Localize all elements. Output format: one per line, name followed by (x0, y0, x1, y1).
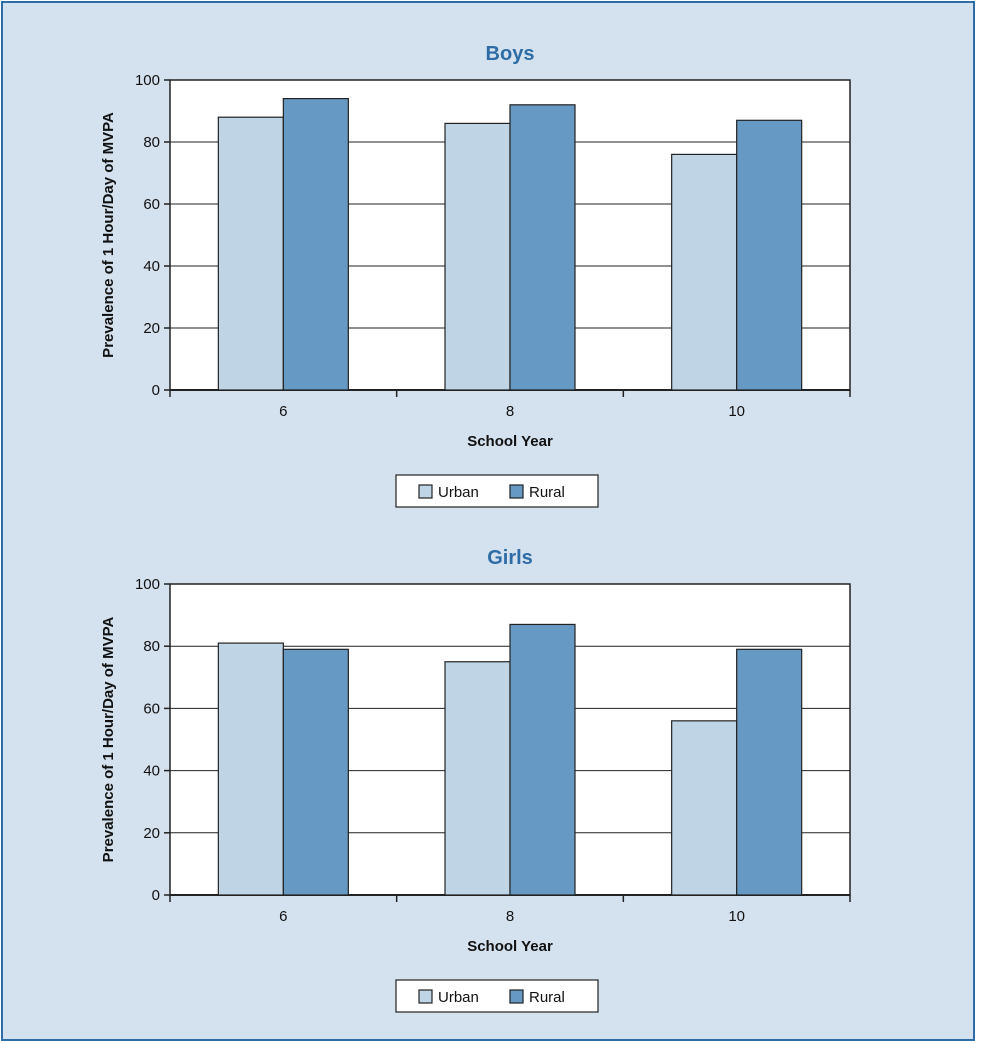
bar-urban-8 (444, 661, 511, 896)
chart-title: Girls (487, 547, 533, 569)
y-tick-label: 60 (143, 196, 160, 213)
bar-rural-6 (282, 97, 349, 391)
bar-urban-10 (671, 720, 738, 896)
bar-urban-6 (217, 116, 284, 391)
legend-swatch-rural (509, 484, 524, 499)
chart-boys: Boys 0 20 40 60 80 100 6 8 10 School Year Prevalenc… (100, 43, 851, 508)
y-axis-label: Prevalence of 1 Hour/Day of MVPA (100, 617, 117, 863)
legend: Urban Rural (395, 979, 599, 1013)
y-tick-label: 40 (143, 763, 160, 780)
x-tick-label: 6 (279, 908, 287, 925)
legend-label-rural: Rural (529, 989, 565, 1006)
bar-urban-10 (671, 153, 738, 391)
chart-title: Boys (486, 43, 535, 65)
legend-swatch-rural (509, 989, 524, 1004)
y-tick-label: 100 (135, 576, 160, 593)
bar-rural-8 (509, 104, 576, 391)
legend-label-urban: Urban (438, 484, 479, 501)
bar-rural-10 (736, 648, 803, 896)
x-axis-label: School Year (467, 433, 553, 450)
y-axis-label: Prevalence of 1 Hour/Day of MVPA (100, 112, 117, 358)
y-tick-label: 0 (152, 887, 160, 904)
bar-rural-8 (509, 623, 576, 896)
y-tick-label: 80 (143, 638, 160, 655)
legend-swatch-urban (418, 989, 433, 1004)
y-tick-label: 100 (135, 72, 160, 89)
bar-rural-10 (736, 119, 803, 391)
legend-swatch-urban (418, 484, 433, 499)
y-tick-label: 0 (152, 382, 160, 399)
legend-label-rural: Rural (529, 484, 565, 501)
bar-rural-6 (282, 648, 349, 896)
x-axis-label: School Year (467, 938, 553, 955)
x-tick-label: 6 (279, 403, 287, 420)
bar-urban-6 (217, 642, 284, 896)
y-tick-label: 20 (143, 825, 160, 842)
chart-girls: Girls 0 20 40 60 80 100 6 8 10 School Year Prevalen… (100, 547, 851, 1013)
legend: Urban Rural (395, 474, 599, 508)
y-tick-label: 80 (143, 134, 160, 151)
x-tick-label: 8 (506, 403, 514, 420)
x-tick-label: 10 (728, 908, 745, 925)
y-tick-label: 40 (143, 258, 160, 275)
x-tick-label: 10 (728, 403, 745, 420)
y-tick-label: 20 (143, 320, 160, 337)
bar-urban-8 (444, 122, 511, 391)
x-tick-label: 8 (506, 908, 514, 925)
y-tick-label: 60 (143, 700, 160, 717)
legend-label-urban: Urban (438, 989, 479, 1006)
